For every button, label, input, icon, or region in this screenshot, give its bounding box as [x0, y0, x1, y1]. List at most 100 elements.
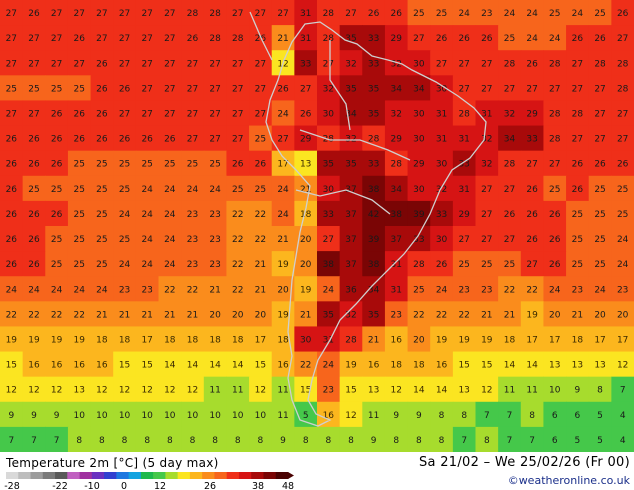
grid-value: 26 [526, 185, 538, 195]
temperature-cell [135, 301, 160, 328]
temperature-cell [226, 276, 250, 302]
temperature-cell [384, 226, 409, 252]
grid-value: 28 [209, 34, 221, 44]
grid-value: 37 [345, 260, 356, 270]
grid-value: 26 [617, 160, 629, 170]
grid-value: 25 [572, 210, 583, 220]
legend-swatch [275, 472, 289, 479]
temperature-cell [362, 150, 386, 177]
grid-value: 27 [187, 135, 198, 145]
legend-swatch [202, 472, 215, 479]
temperature-cell [543, 251, 567, 277]
legend-swatch [189, 472, 203, 479]
grid-value: 21 [209, 285, 220, 295]
grid-value: 26 [74, 135, 86, 145]
grid-value: 20 [277, 285, 289, 295]
credit-link[interactable]: ©weatheronline.co.uk [507, 474, 630, 487]
temperature-cell [45, 25, 69, 51]
grid-value: 13 [549, 361, 560, 371]
temperature-cell [317, 426, 341, 452]
temperature-cell [498, 175, 522, 202]
grid-value: 39 [368, 235, 380, 245]
grid-value: 27 [481, 84, 492, 94]
temperature-cell [339, 401, 363, 428]
temperature-cell [271, 25, 295, 51]
temperature-cell [520, 276, 545, 302]
temperature-cell [135, 25, 160, 51]
temperature-cell [588, 100, 612, 127]
temperature-cell [249, 175, 273, 202]
temperature-cell [520, 150, 545, 177]
legend-swatch [116, 472, 130, 479]
grid-value: 10 [255, 411, 267, 421]
temperature-cell [158, 125, 182, 152]
legend-tick-label: -10 [84, 481, 100, 490]
temperature-cell [45, 276, 69, 302]
temperature-cell [158, 276, 182, 302]
temperature-cell [475, 426, 499, 452]
grid-value: 24 [549, 34, 561, 44]
grid-value: 26 [255, 160, 267, 170]
temperature-cell [611, 100, 634, 127]
temperature-cell [226, 75, 250, 102]
grid-value: 27 [323, 59, 334, 69]
grid-value: 24 [141, 260, 153, 270]
temperature-cell [158, 75, 182, 102]
temperature-cell [90, 200, 114, 227]
grid-value: 8 [439, 411, 445, 421]
temperature-cell [475, 75, 499, 102]
grid-value: 26 [141, 135, 153, 145]
temperature-cell [0, 0, 24, 26]
temperature-cell [203, 175, 228, 202]
temperature-cell [67, 251, 92, 277]
temperature-cell [0, 175, 24, 202]
grid-value: 21 [572, 310, 583, 320]
grid-value: 27 [345, 9, 356, 19]
grid-value: 35 [345, 84, 356, 94]
temperature-cell [339, 100, 363, 127]
temperature-cell [317, 200, 341, 227]
temperature-cell [203, 376, 228, 403]
temperature-cell [543, 276, 567, 302]
grid-value: 38 [323, 260, 335, 270]
grid-value: 26 [28, 9, 40, 19]
grid-value: 27 [436, 59, 447, 69]
temperature-cell [498, 25, 522, 51]
temperature-cell [158, 100, 182, 127]
grid-value: 20 [232, 310, 244, 320]
grid-value: 34 [413, 84, 425, 94]
grid-value: 24 [164, 185, 176, 195]
temperature-cell [543, 25, 567, 51]
grid-value: 23 [209, 210, 220, 220]
grid-value: 18 [572, 336, 584, 346]
grid-value: 27 [255, 59, 266, 69]
temperature-cell [498, 200, 522, 227]
temperature-cell [249, 75, 273, 102]
temperature-cell [271, 100, 295, 127]
grid-value: 27 [164, 84, 175, 94]
grid-value: 10 [164, 411, 176, 421]
grid-value: 19 [6, 336, 18, 346]
grid-value: 9 [280, 436, 286, 446]
temperature-cell [407, 100, 431, 127]
temperature-cell [498, 226, 522, 252]
grid-value: 8 [416, 436, 422, 446]
legend-swatch [128, 472, 142, 479]
grid-value: 14 [209, 361, 221, 371]
grid-value: 14 [413, 386, 425, 396]
grid-value: 17 [277, 160, 288, 170]
grid-value: 26 [391, 9, 403, 19]
grid-value: 27 [141, 9, 152, 19]
temperature-cell [452, 351, 477, 378]
temperature-cell [271, 276, 295, 302]
legend-tick-label: 26 [204, 481, 216, 490]
legend-swatch [238, 472, 252, 479]
grid-value: 25 [594, 210, 605, 220]
grid-value: 27 [594, 110, 605, 120]
temperature-cell [566, 175, 590, 202]
temperature-cell [181, 175, 205, 202]
grid-value: 12 [28, 386, 39, 396]
temperature-cell [45, 426, 69, 452]
grid-value: 22 [164, 285, 175, 295]
legend-swatch [177, 472, 191, 479]
